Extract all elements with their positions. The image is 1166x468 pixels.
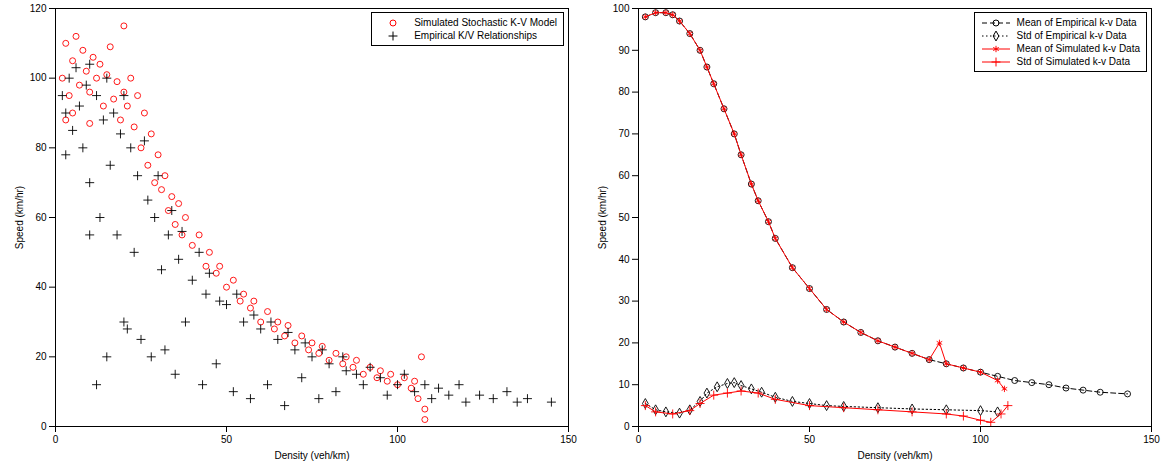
svg-text:10: 10 <box>618 379 630 390</box>
svg-text:20: 20 <box>35 351 47 362</box>
svg-text:40: 40 <box>35 281 47 292</box>
html-text:Std of Empirical k-v Data: Std of Empirical k-v Data <box>1016 30 1127 41</box>
html-text:Mean of Simulated k-v Data: Mean of Simulated k-v Data <box>1016 43 1140 54</box>
svg-text:Density (veh/km): Density (veh/km) <box>857 450 932 461</box>
svg-text:20: 20 <box>618 337 630 348</box>
svg-text:0: 0 <box>53 434 59 445</box>
svg-text:50: 50 <box>804 434 816 445</box>
svg-text:40: 40 <box>618 253 630 264</box>
svg-text:50: 50 <box>221 434 233 445</box>
svg-text:100: 100 <box>613 3 630 14</box>
svg-text:80: 80 <box>35 142 47 153</box>
svg-text:60: 60 <box>35 212 47 223</box>
svg-text:30: 30 <box>618 295 630 306</box>
html-text:Mean of Empirical k-v Data: Mean of Empirical k-v Data <box>1016 17 1137 28</box>
svg-text:90: 90 <box>618 45 630 56</box>
svg-text:Speed (km/hr): Speed (km/hr) <box>597 186 608 249</box>
svg-text:70: 70 <box>618 128 630 139</box>
svg-text:0: 0 <box>41 421 47 432</box>
html-text:Empirical K/V Relationships: Empirical K/V Relationships <box>414 30 537 41</box>
svg-text:60: 60 <box>618 170 630 181</box>
svg-text:80: 80 <box>618 86 630 97</box>
html-text:Std of Simulated k-v Data: Std of Simulated k-v Data <box>1016 56 1130 67</box>
svg-text:50: 50 <box>618 212 630 223</box>
svg-text:120: 120 <box>30 3 47 14</box>
svg-text:150: 150 <box>560 434 577 445</box>
svg-text:0: 0 <box>624 421 630 432</box>
svg-text:100: 100 <box>30 72 47 83</box>
svg-text:100: 100 <box>389 434 406 445</box>
svg-text:150: 150 <box>1143 434 1160 445</box>
svg-text:Speed (km/hr): Speed (km/hr) <box>14 186 25 249</box>
html-text:Simulated Stochastic K-V Model: Simulated Stochastic K-V Model <box>414 17 557 28</box>
svg-text:100: 100 <box>972 434 989 445</box>
svg-text:0: 0 <box>636 434 642 445</box>
svg-text:Density (veh/km): Density (veh/km) <box>274 450 349 461</box>
